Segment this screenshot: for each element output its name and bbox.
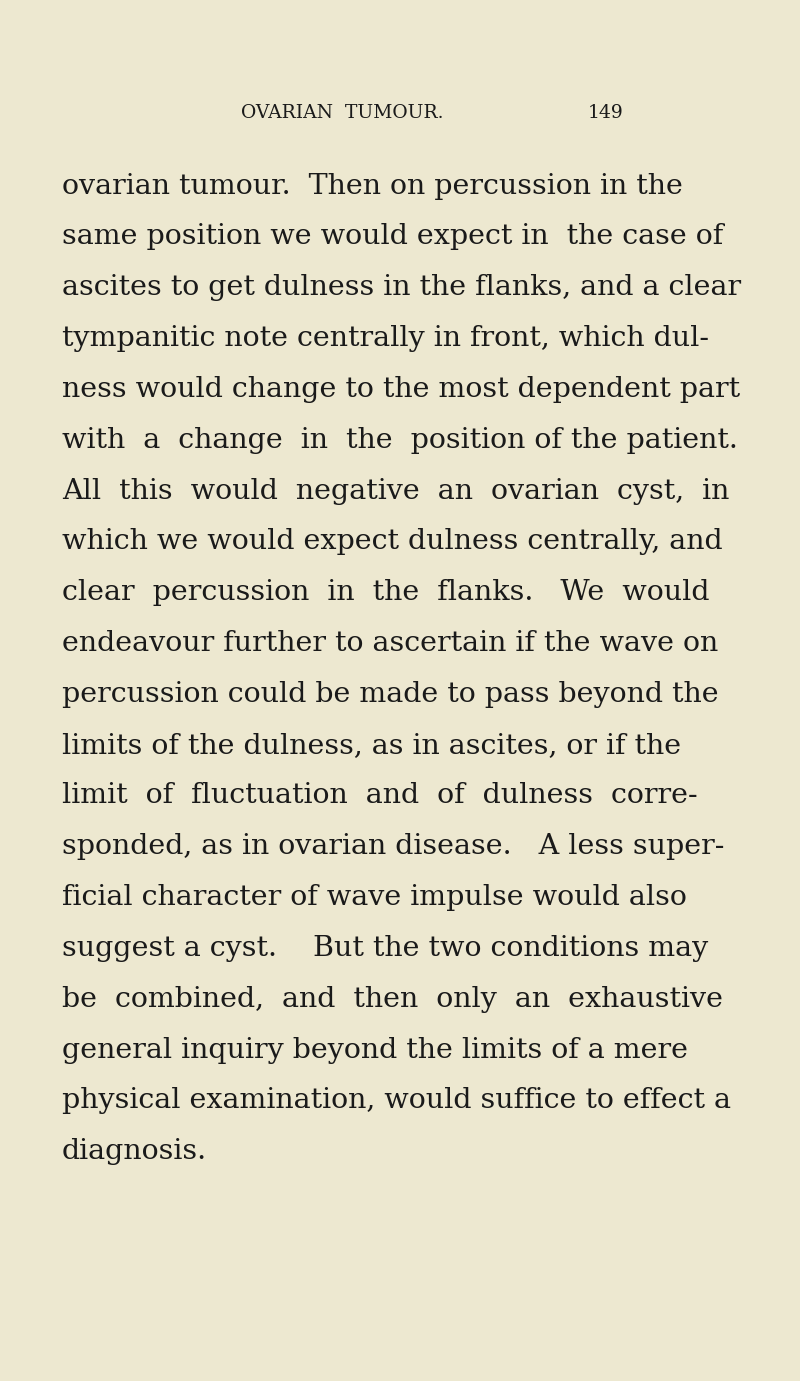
Text: tympanitic note centrally in front, which dul-: tympanitic note centrally in front, whic…: [62, 325, 709, 352]
Text: OVARIAN  TUMOUR.: OVARIAN TUMOUR.: [242, 104, 444, 123]
Text: suggest a cyst.    But the two conditions may: suggest a cyst. But the two conditions m…: [62, 935, 708, 963]
Text: sponded, as in ovarian disease.   A less super-: sponded, as in ovarian disease. A less s…: [62, 833, 724, 860]
Text: which we would expect dulness centrally, and: which we would expect dulness centrally,…: [62, 529, 722, 555]
Text: ness would change to the most dependent part: ness would change to the most dependent …: [62, 376, 740, 403]
Text: with  a  change  in  the  position of the patient.: with a change in the position of the pat…: [62, 427, 738, 454]
Text: diagnosis.: diagnosis.: [62, 1138, 206, 1166]
Text: be  combined,  and  then  only  an  exhaustive: be combined, and then only an exhaustive: [62, 986, 722, 1012]
Text: ficial character of wave impulse would also: ficial character of wave impulse would a…: [62, 884, 686, 911]
Text: percussion could be made to pass beyond the: percussion could be made to pass beyond …: [62, 681, 718, 708]
Text: endeavour further to ascertain if the wave on: endeavour further to ascertain if the wa…: [62, 630, 718, 657]
Text: limit  of  fluctuation  and  of  dulness  corre-: limit of fluctuation and of dulness corr…: [62, 783, 698, 809]
Text: same position we would expect in  the case of: same position we would expect in the cas…: [62, 224, 723, 250]
Text: general inquiry beyond the limits of a mere: general inquiry beyond the limits of a m…: [62, 1037, 688, 1063]
Text: 149: 149: [588, 104, 623, 123]
Text: limits of the dulness, as in ascites, or if the: limits of the dulness, as in ascites, or…: [62, 732, 681, 758]
Text: All  this  would  negative  an  ovarian  cyst,  in: All this would negative an ovarian cyst,…: [62, 478, 729, 504]
Text: ovarian tumour.  Then on percussion in the: ovarian tumour. Then on percussion in th…: [62, 173, 682, 200]
Text: clear  percussion  in  the  flanks.   We  would: clear percussion in the flanks. We would: [62, 579, 709, 606]
Text: physical examination, would suffice to effect a: physical examination, would suffice to e…: [62, 1087, 730, 1114]
Text: ascites to get dulness in the flanks, and a clear: ascites to get dulness in the flanks, an…: [62, 275, 741, 301]
